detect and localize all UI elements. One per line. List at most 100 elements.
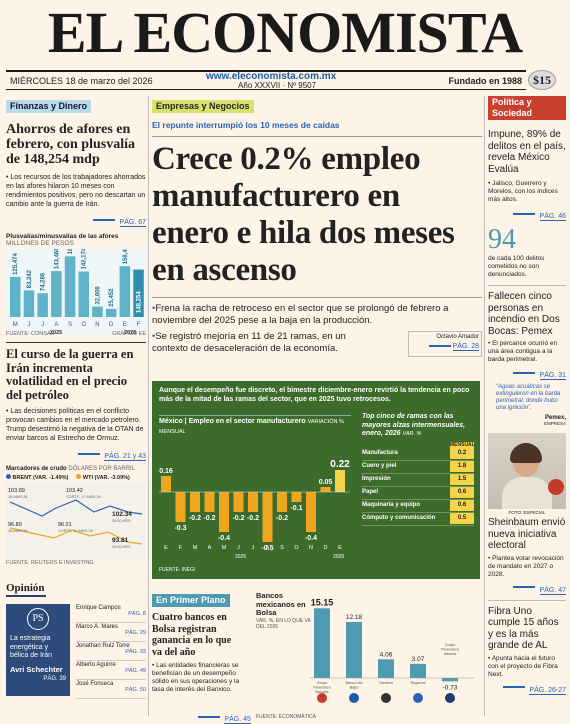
column-divider-right — [484, 96, 485, 716]
sheinbaum-page-link[interactable]: PÁG. 47 — [539, 586, 566, 595]
wti-note: CORTE, 17-MAR-26 — [58, 529, 93, 533]
columnist-item[interactable]: José Fonseca PÁG. 50 — [76, 680, 146, 699]
top-five-row: Cómputo y comunicación 0.5 — [362, 513, 474, 526]
columnist-page[interactable]: PÁG. 33 — [125, 649, 146, 655]
employment-category-label: A — [208, 545, 212, 551]
top-five-rows: Manufactura 0.2 Cuero y piel 1.8 Impresión 1.… — [362, 448, 474, 526]
employment-category-label: J — [252, 545, 255, 551]
employment-value-label: -0.4 — [305, 535, 317, 542]
employment-category-label: E — [338, 545, 342, 551]
afores-value-label: 74,286 — [41, 272, 47, 291]
columnist-item[interactable]: Marco A. Mares PÁG. 29 — [76, 623, 146, 642]
column-divider-left — [148, 96, 149, 716]
volume-number: Año XXXVII · Nº 9507 — [238, 81, 317, 90]
columnist-name: Jonathan Ruiz Torre — [76, 643, 130, 649]
pemex-quote: “Aguas acuáticas se extinguieron en la b… — [496, 384, 561, 411]
employment-value-label: -0.2 — [189, 515, 201, 522]
brent-note: 16-MAR-26 — [8, 495, 27, 499]
afores-value-label: 143,466 — [54, 249, 60, 269]
columnist-item[interactable]: Jonathan Ruiz Torre PÁG. 33 — [76, 642, 146, 661]
brent-legend: BRENT (VAR. -1.49%) — [6, 474, 68, 481]
bank-value-label: 3.07 — [412, 656, 425, 663]
employment-value-label: 0.22 — [330, 459, 350, 470]
section-label-politica[interactable]: Política y Sociedad — [488, 96, 566, 120]
section-label-empresas[interactable]: Empresas y Negocios — [152, 100, 254, 113]
wti-value-label: 93.81 — [112, 537, 129, 544]
website-link[interactable]: www.eleconomista.com.mx — [206, 71, 337, 82]
banks-headline[interactable]: Cuatro bancos en Bolsa registran gananci… — [152, 612, 232, 658]
columnist-page[interactable]: PÁG. 50 — [125, 687, 146, 693]
section-label-finanzas[interactable]: Finanzas y Dinero — [6, 100, 92, 113]
afores-bar — [119, 266, 131, 317]
fibra-page-link[interactable]: PÁG. 26-27 — [529, 686, 566, 695]
pemex-body: • El percance ocurrió en una área contig… — [488, 340, 558, 363]
banks-body: • Las entidades financieras se beneficía… — [152, 662, 240, 693]
columnist-page[interactable]: PÁG. 49 — [125, 668, 146, 674]
oil-source: FUENTE: REUTERS E INVESTING — [6, 560, 94, 566]
section-label-primer-plano[interactable]: En Primer Plano — [152, 594, 230, 607]
employment-value-label: -0.2 — [203, 515, 215, 522]
pemex-page-link[interactable]: PÁG. 31 — [539, 372, 566, 380]
pemex-headline[interactable]: Fallecen cinco personas en incendio en D… — [488, 291, 560, 337]
employment-value-label: 0.16 — [159, 468, 173, 475]
sheinbaum-headline[interactable]: Sheinbaum envió nueva iniciativa elector… — [488, 517, 566, 551]
banks-chart-title: Bancos mexicanos en Bolsa — [256, 591, 306, 617]
left-column: Finanzas y Dinero Ahorros de afores en f… — [6, 96, 146, 576]
afores-headline[interactable]: Ahorros de afores en febrero, con plusva… — [6, 122, 135, 167]
employment-value-label: -0.2 — [276, 515, 288, 522]
wti-value-label: 96.80 — [8, 522, 22, 528]
bank-logo-icon — [413, 693, 423, 703]
wti-note: 20:00 HRS. — [112, 545, 132, 549]
afores-bar — [51, 271, 62, 317]
columnist-name: Marco A. Mares — [76, 624, 119, 630]
bank-logo-icon — [349, 693, 359, 703]
columnist-item[interactable]: Alberto Aguirre PÁG. 49 — [76, 661, 146, 680]
employment-value-label: -0.5 — [261, 545, 273, 552]
top-five-value: 0.6 — [450, 487, 474, 498]
oil-chart-unit: DÓLARES POR BARRIL — [68, 466, 136, 472]
afores-category-label: J — [27, 322, 30, 328]
employment-year-label: 2025 — [235, 554, 246, 560]
opinion-title: Opinión — [6, 582, 46, 597]
columnist-item[interactable]: Enrique Campos PÁG. 8 — [76, 604, 146, 623]
bank-bar — [442, 678, 458, 682]
employment-category-label: E — [164, 545, 168, 551]
employment-bar — [161, 476, 171, 492]
afores-category-label: M — [13, 322, 18, 328]
bank-bar — [410, 663, 426, 678]
sheinbaum-photo — [488, 433, 566, 509]
afores-bar — [105, 308, 117, 317]
impunity-headline[interactable]: Impune, 89% de delitos en el país, revel… — [488, 129, 566, 175]
afores-value-label: 32,608 — [95, 286, 101, 305]
infographic-lead: Aunque el desempeño fue discreto, el bim… — [159, 387, 470, 403]
bank-value-label: -0.73 — [443, 684, 458, 691]
bank-logo-icon — [381, 693, 391, 703]
center-headline[interactable]: Crece 0.2% empleo manufacturero en enero… — [152, 141, 455, 288]
opinion-section: Opinión PS La estrategia energética y bé… — [6, 582, 146, 722]
opinion-feature-card[interactable]: PS La estrategia energética y bélica de … — [6, 604, 70, 696]
afores-bar — [92, 306, 103, 317]
wti-note: 16-MAR-26 — [8, 529, 27, 533]
pemex-quote-attribution: Pemex, EMPRESA — [543, 415, 566, 426]
banks-page-link[interactable]: PÁG. 45 — [224, 716, 251, 724]
oil-headline[interactable]: El curso de la guerra en Irán incrementa… — [6, 347, 134, 402]
employment-bar — [320, 487, 331, 492]
columnist-page[interactable]: PÁG. 29 — [125, 630, 146, 636]
afores-category-label: N — [95, 322, 99, 328]
fibra-headline[interactable]: Fibra Uno cumple 15 años y es la más gra… — [488, 605, 559, 652]
top-five-row: Impresión 1.5 — [362, 474, 474, 487]
oil-page-link[interactable]: PÁG. 21 y 43 — [104, 453, 146, 461]
impunity-page-link[interactable]: PÁG. 46 — [539, 213, 566, 221]
columnist-page[interactable]: PÁG. 8 — [128, 611, 146, 617]
afores-page-link[interactable]: PÁG. 67 — [119, 219, 146, 227]
employment-category-label: J — [237, 545, 240, 551]
afores-category-label: A — [54, 322, 58, 328]
center-page-link[interactable]: PÁG. 28 — [452, 343, 479, 351]
afores-bar — [37, 293, 48, 317]
newspaper-title: EL ECONOMISTA — [47, 0, 523, 65]
opinion-feature-page[interactable]: PÁG. 39 — [43, 675, 66, 682]
infographic-source: FUENTE: INEGI — [159, 567, 196, 573]
employment-category-label: F — [179, 545, 183, 551]
bank-category-label: Regional — [411, 681, 426, 685]
